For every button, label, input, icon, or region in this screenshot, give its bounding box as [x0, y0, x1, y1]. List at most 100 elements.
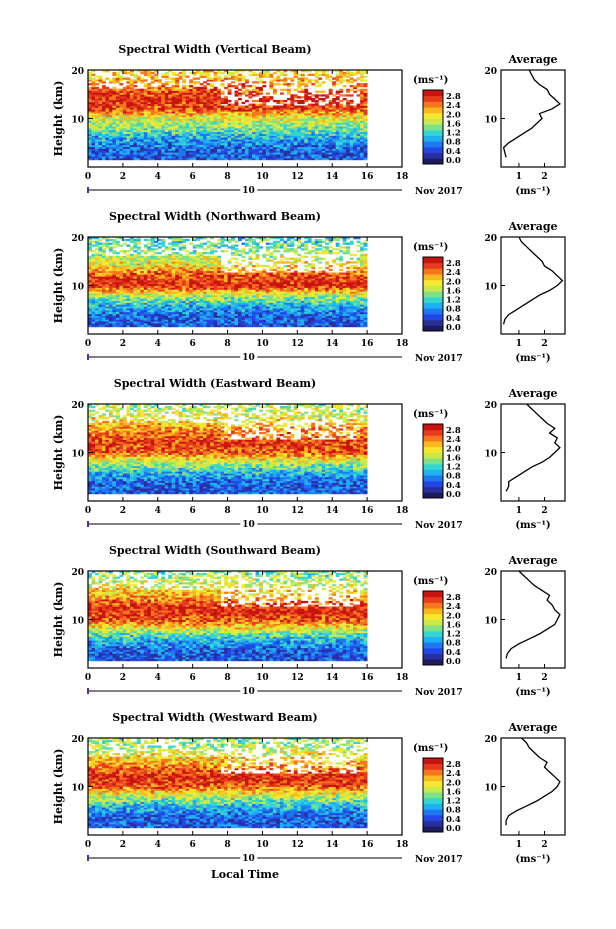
heatmap-cell	[199, 263, 204, 266]
heatmap-cell	[91, 139, 96, 142]
heatmap-cell	[91, 289, 96, 292]
heatmap-cell	[272, 131, 277, 134]
heatmap-cell	[189, 96, 194, 99]
heatmap-cell	[119, 311, 124, 315]
heatmap-cell	[227, 107, 232, 110]
heatmap-cell	[115, 255, 120, 258]
heatmap-cell	[210, 126, 214, 129]
heatmap-cell	[98, 246, 103, 249]
heatmap-cell	[196, 135, 201, 138]
heatmap-cell	[300, 122, 305, 125]
heatmap-cell	[196, 152, 201, 155]
heatmap-cell	[360, 131, 364, 134]
heatmap-cell	[168, 118, 173, 121]
heatmap-cell	[119, 137, 124, 140]
heatmap-cell	[136, 122, 141, 125]
heatmap-cell	[129, 142, 134, 146]
heatmap-cell	[206, 118, 211, 121]
heatmap-cell	[119, 281, 124, 285]
heatmap-cell	[182, 111, 187, 114]
heatmap-cell	[98, 280, 103, 283]
heatmap-cell	[161, 317, 166, 320]
heatmap-cell	[314, 75, 319, 78]
heatmap-cell	[88, 280, 92, 283]
heatmap-cell	[143, 96, 148, 99]
heatmap-cell	[102, 98, 106, 101]
heatmap-cell	[95, 101, 99, 105]
heatmap-cell	[279, 137, 284, 140]
heatmap-cell	[88, 309, 92, 313]
heatmap-cell	[150, 291, 155, 294]
heatmap-cell	[157, 259, 162, 262]
heatmap-cell	[360, 118, 364, 121]
heatmap-cell	[147, 154, 152, 157]
heatmap-cell	[140, 114, 145, 118]
heatmap-cell	[199, 152, 204, 155]
heatmap-cell	[314, 139, 319, 142]
heatmap-cell	[182, 293, 187, 296]
heatmap-cell	[199, 319, 204, 322]
heatmap-cell	[95, 291, 99, 294]
heatmap-cell	[199, 304, 204, 307]
heatmap-cell	[178, 308, 183, 311]
heatmap-cell	[129, 120, 134, 123]
heatmap-cell	[220, 116, 225, 119]
x-tick-label: 12	[291, 172, 304, 182]
heatmap-cell	[168, 96, 173, 99]
heatmap-cell	[360, 79, 364, 82]
heatmap-cell	[245, 148, 249, 151]
heatmap-cell	[105, 246, 110, 249]
heatmap-cell	[161, 291, 166, 294]
heatmap-cell	[185, 156, 190, 159]
heatmap-cell	[217, 113, 221, 116]
heatmap-cell	[360, 90, 364, 93]
heatmap-cell	[143, 144, 148, 148]
heatmap-cell	[126, 146, 131, 149]
heatmap-cell	[88, 122, 92, 125]
heatmap-cell	[88, 103, 92, 106]
heatmap-cell	[171, 291, 176, 294]
heatmap-cell	[182, 105, 187, 108]
heatmap-cell	[175, 306, 180, 309]
heatmap-cell	[164, 323, 169, 326]
heatmap-cell	[346, 142, 351, 146]
heatmap-cell	[136, 126, 141, 129]
heatmap-cell	[227, 154, 232, 157]
heatmap-cell	[276, 126, 281, 129]
heatmap-cell	[147, 321, 152, 324]
heatmap-cell	[300, 120, 305, 123]
heatmap-cell	[147, 309, 152, 313]
heatmap-cell	[161, 302, 166, 305]
heatmap-cell	[196, 146, 201, 149]
heatmap-cell	[363, 71, 368, 75]
heatmap-cell	[164, 99, 169, 103]
heatmap-cell	[196, 124, 201, 127]
heatmap-cell	[363, 99, 368, 103]
heatmap-cell	[231, 146, 235, 149]
heatmap-cell	[255, 73, 260, 76]
heatmap-cell	[98, 98, 103, 101]
heatmap-cell	[126, 298, 131, 301]
heatmap-cell	[259, 116, 263, 119]
heatmap-cell	[122, 111, 127, 114]
heatmap-cell	[360, 99, 364, 103]
heatmap-cell	[189, 99, 194, 103]
heatmap-cell	[140, 302, 145, 305]
heatmap-cell	[182, 263, 187, 266]
heatmap-cell	[286, 135, 291, 138]
heatmap-cell	[203, 107, 207, 110]
heatmap-cell	[241, 139, 246, 142]
heatmap-cell	[262, 122, 267, 125]
heatmap-cell	[122, 308, 127, 311]
heatmap-cell	[136, 280, 141, 283]
heatmap-cell	[122, 302, 127, 305]
heatmap-cell	[133, 306, 138, 309]
heatmap-cell	[335, 150, 340, 153]
heatmap-cell	[206, 268, 211, 272]
heatmap-cell	[210, 283, 214, 286]
heatmap-cell	[185, 109, 190, 112]
heatmap-cell	[203, 113, 207, 116]
heatmap-cell	[98, 270, 103, 273]
heatmap-cell	[129, 315, 134, 318]
heatmap-cell	[192, 101, 197, 105]
